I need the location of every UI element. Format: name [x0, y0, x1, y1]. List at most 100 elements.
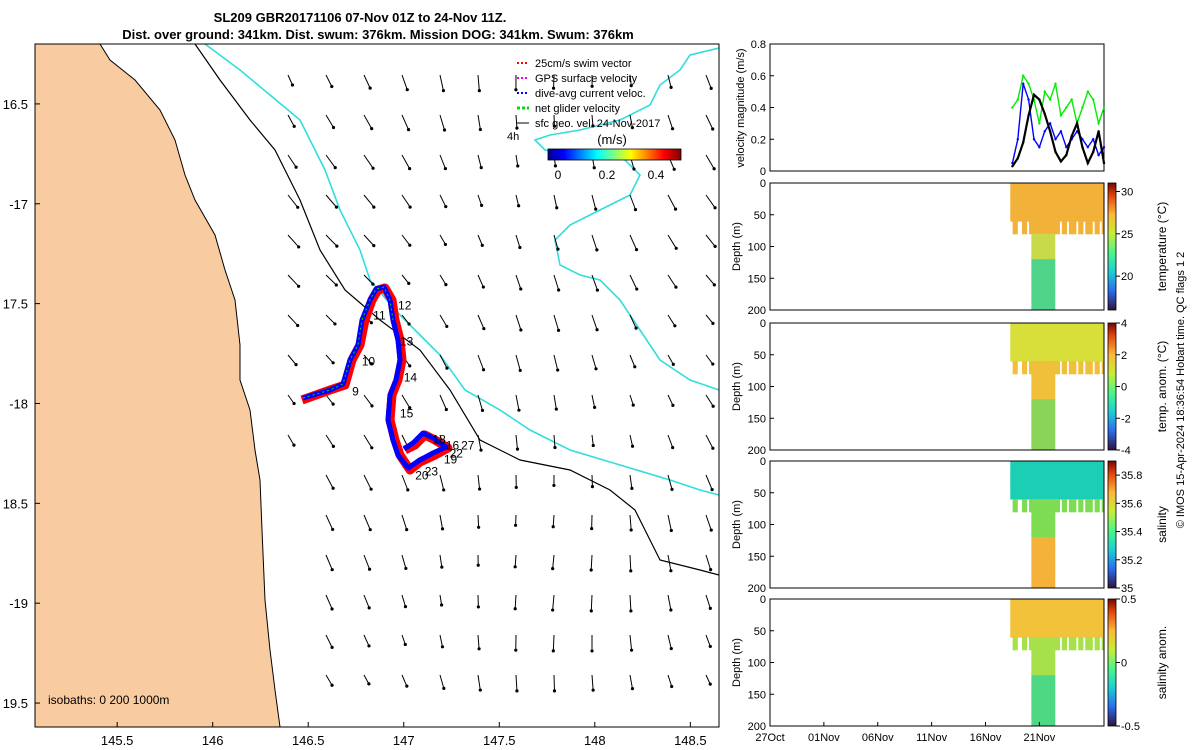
velocity-data-point	[1059, 130, 1063, 133]
geo-velocity-arrowhead	[369, 321, 373, 325]
section-cell	[1089, 599, 1093, 613]
section-cell	[1010, 195, 1014, 209]
title-line1: SL209 GBR20171106 07-Nov 01Z to 24-Nov 1…	[214, 10, 507, 25]
geo-velocity-arrow	[591, 434, 594, 446]
section-cell	[1045, 348, 1049, 362]
section-cell	[1085, 611, 1089, 625]
section-cell	[1045, 675, 1049, 689]
velocity-data-point	[1038, 98, 1041, 101]
section-cell	[1038, 549, 1042, 564]
geo-velocity-arrow	[705, 74, 712, 89]
geo-velocity-arrowhead	[629, 569, 633, 573]
geo-velocity-arrowhead	[519, 328, 523, 332]
section-cell	[1031, 373, 1035, 387]
section-cell	[1092, 323, 1096, 337]
section-cell	[1068, 208, 1072, 222]
geo-velocity-arrow	[363, 514, 371, 530]
section-cell	[1014, 195, 1018, 209]
geo-velocity-arrow	[705, 274, 715, 286]
section-cell	[1068, 486, 1072, 500]
section-cell	[1040, 348, 1044, 362]
section-cell	[1068, 599, 1072, 613]
geo-velocity-arrow	[705, 234, 716, 247]
geo-velocity-arrow	[553, 394, 557, 410]
geo-velocity-arrow	[515, 234, 521, 248]
section-cell	[1078, 624, 1082, 638]
map-ytick-label: -19	[9, 596, 28, 611]
section-cell	[1033, 424, 1037, 438]
geo-velocity-arrowhead	[593, 405, 597, 409]
geo-velocity-arrow	[667, 314, 676, 327]
section-cell	[1089, 348, 1093, 362]
section-cell	[1026, 624, 1030, 638]
geo-velocity-arrow	[667, 354, 674, 365]
section-cell	[1033, 233, 1037, 247]
map-y-axis: 16.5 -17 17.5 -18 18.5 -19 19.5	[3, 97, 40, 711]
section-cell	[1089, 335, 1093, 349]
section-cell	[1052, 637, 1056, 651]
section-cell	[1050, 271, 1053, 286]
section-cell	[1036, 221, 1039, 235]
velocity-series-line	[1011, 83, 1105, 164]
section-cell	[1024, 461, 1028, 475]
section-cell	[1012, 599, 1016, 613]
geo-velocity-arrow	[325, 514, 334, 530]
section-cell	[1031, 284, 1035, 298]
geo-velocity-arrowhead	[551, 86, 556, 90]
geo-velocity-arrow	[325, 594, 333, 610]
section-cell	[1043, 675, 1046, 689]
geo-velocity-arrow	[401, 234, 411, 246]
section-cell	[1052, 511, 1056, 525]
velocity-data-point	[1086, 161, 1090, 165]
section-cell	[1043, 424, 1046, 438]
section-cell	[1040, 183, 1044, 197]
section-cell	[1040, 649, 1044, 663]
section-ylabel: Depth (m)	[731, 222, 743, 271]
geo-velocity-arrow	[325, 314, 336, 325]
section-cell	[1094, 624, 1098, 638]
section-cell	[1021, 183, 1025, 197]
geo-velocity-arrowhead	[671, 445, 675, 450]
section-cell	[1101, 461, 1105, 475]
section-cell	[1057, 637, 1060, 651]
section-cell	[1019, 624, 1023, 638]
section-cell	[1096, 599, 1100, 613]
section-cell	[1045, 386, 1049, 400]
velocity-data-point	[1021, 141, 1025, 144]
section-cell	[1014, 348, 1018, 362]
section-ytick-label: 50	[754, 350, 766, 362]
section-panel-salinity: 0 50 100 150 200 Depth (m) 35.8 35.6 35.4 35.2 35 s…	[731, 456, 1169, 595]
section-colorbar	[1107, 322, 1117, 451]
section-cell	[1089, 221, 1093, 235]
velocity-data-point	[1081, 145, 1084, 149]
section-cell	[1019, 348, 1023, 362]
velocity-data-point	[1027, 98, 1030, 101]
section-cell	[1040, 700, 1044, 714]
section-cell	[1012, 611, 1016, 625]
section-cell	[1033, 461, 1037, 475]
section-cell	[1059, 208, 1063, 222]
geo-velocity-arrow	[401, 394, 411, 409]
section-cell	[1080, 221, 1084, 235]
section-cell	[1043, 700, 1046, 714]
section-cell	[1038, 361, 1042, 375]
geo-velocity-arrow	[325, 354, 334, 364]
geo-velocity-arrow	[667, 194, 676, 210]
geo-velocity-arrowhead	[630, 486, 634, 490]
geo-velocity-arrowhead	[674, 246, 678, 250]
section-cell	[1092, 473, 1096, 487]
glider-track-dive	[302, 284, 449, 471]
section-ytick-label: 50	[754, 626, 766, 638]
geo-velocity-arrowhead	[551, 649, 555, 653]
geo-velocity-arrowhead	[331, 527, 335, 532]
section-colorbar-label: salinity	[1155, 506, 1169, 543]
geo-velocity-arrowhead	[330, 645, 334, 649]
geo-velocity-arrowhead	[370, 404, 374, 408]
section-cell	[1038, 649, 1042, 663]
section-cell	[1040, 195, 1044, 209]
section-cell	[1047, 348, 1051, 362]
velocity-ytick-label: 0.4	[751, 103, 766, 115]
section-cell	[1096, 195, 1100, 209]
section-cell	[1082, 208, 1086, 222]
section-cell	[1073, 323, 1077, 337]
